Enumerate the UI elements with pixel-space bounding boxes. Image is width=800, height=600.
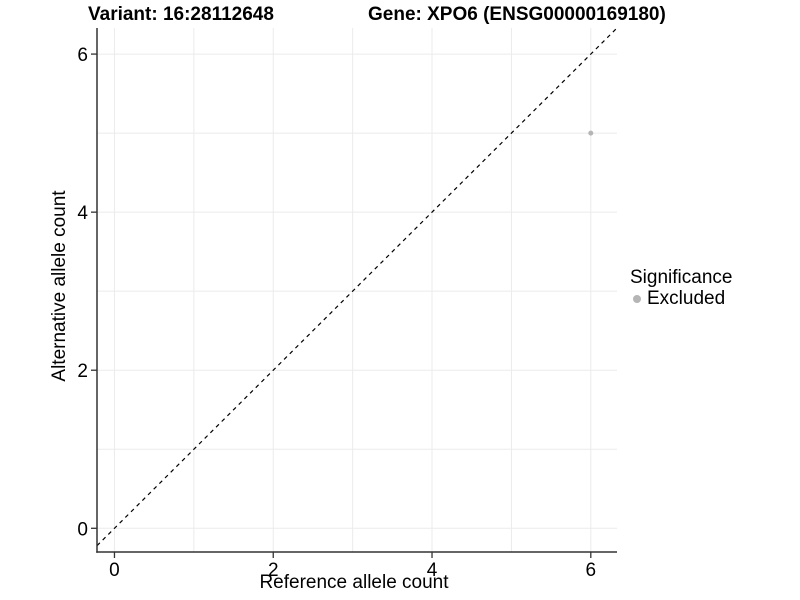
legend-point-icon [633,295,641,303]
x-axis-title: Reference allele count [259,572,449,593]
legend: Significance Excluded [630,267,732,309]
y-tick-label: 2 [77,361,88,382]
y-tick-label: 0 [77,519,88,540]
x-tick-label: 2 [268,560,279,581]
x-tick-label: 6 [586,560,597,581]
legend-title: Significance [630,267,733,288]
y-axis-title: Alternative allele count [49,190,70,382]
x-tick-label: 0 [109,560,120,581]
x-tick-label: 4 [427,560,438,581]
variant-title: Variant: 16:28112648 [88,4,274,25]
data-point [588,130,594,136]
y-tick-label: 4 [77,203,88,224]
gene-title: Gene: XPO6 (ENSG00000169180) [368,4,666,25]
legend-item-excluded: Excluded [630,289,732,309]
legend-item-label: Excluded [647,288,726,309]
identity-dashed-line [96,27,618,547]
y-tick-label: 6 [77,45,88,66]
